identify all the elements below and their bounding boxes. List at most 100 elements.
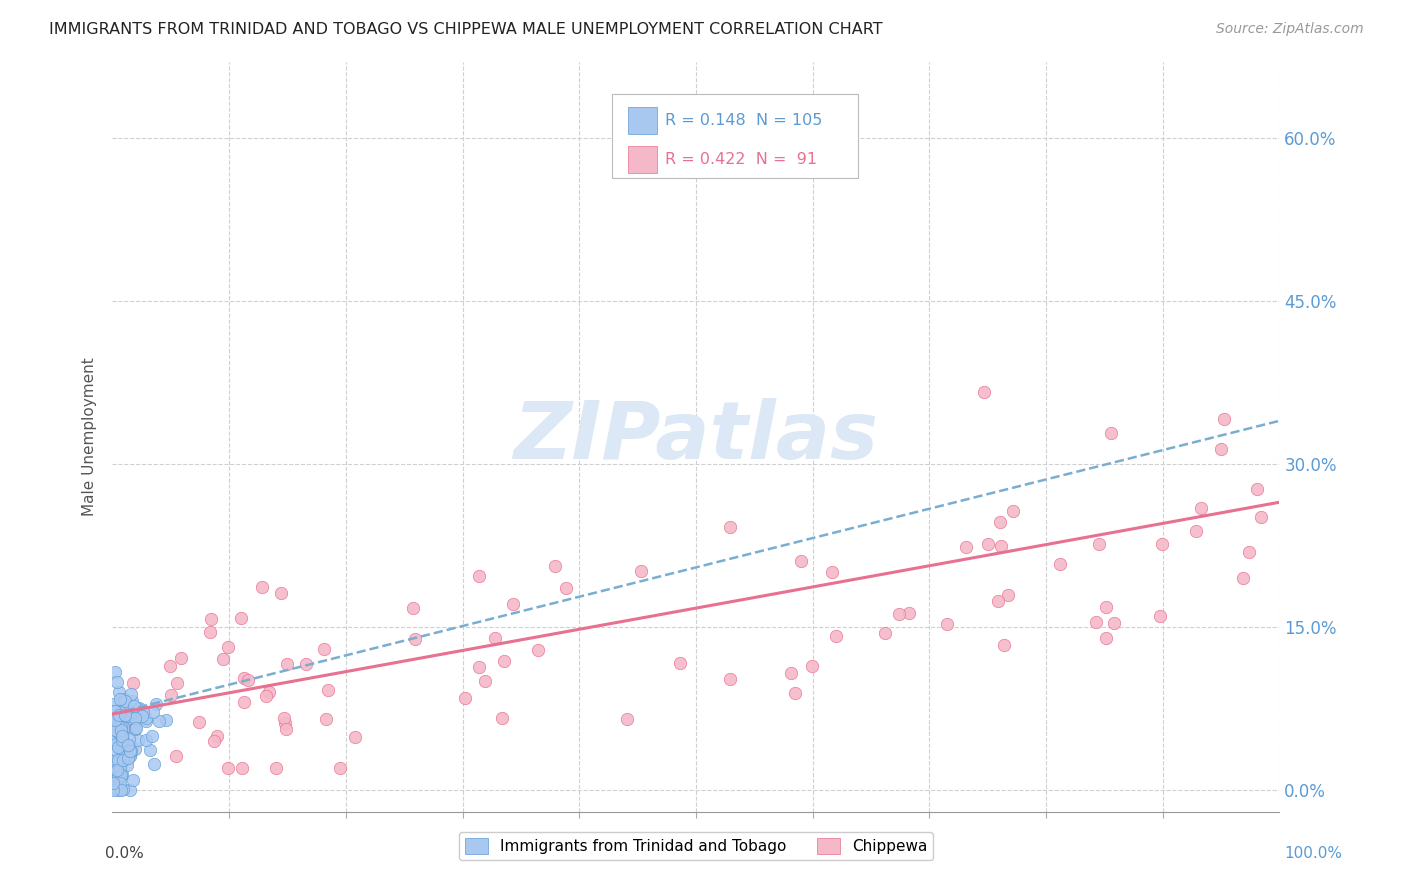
Point xyxy=(780,666,803,681)
Point xyxy=(526,643,548,657)
Point xyxy=(114,740,136,755)
Point xyxy=(1246,482,1268,496)
Point xyxy=(229,611,252,625)
Point xyxy=(993,638,1015,652)
Point xyxy=(889,607,911,621)
Point xyxy=(148,714,170,728)
Point xyxy=(111,781,134,796)
Point xyxy=(139,743,162,757)
Point xyxy=(111,722,134,736)
Point xyxy=(616,712,638,726)
Point xyxy=(114,694,136,708)
Point xyxy=(1085,615,1108,630)
Point xyxy=(118,742,141,756)
Point xyxy=(315,712,337,726)
Point xyxy=(122,773,145,788)
Point xyxy=(187,715,209,730)
Point xyxy=(257,685,280,699)
Point xyxy=(468,660,491,674)
Point xyxy=(491,711,513,725)
Point xyxy=(105,723,128,737)
Point xyxy=(111,704,134,718)
Point xyxy=(110,728,132,742)
Point xyxy=(1095,600,1118,615)
Point xyxy=(276,657,298,672)
Point xyxy=(329,761,352,775)
Point xyxy=(117,741,139,756)
Point xyxy=(274,715,297,730)
Point xyxy=(502,597,524,611)
Point xyxy=(103,774,125,789)
Point xyxy=(484,632,506,646)
Point xyxy=(1237,545,1260,559)
Point xyxy=(404,632,426,647)
Point xyxy=(824,629,846,643)
Point xyxy=(110,783,132,797)
Point xyxy=(108,763,131,777)
Point xyxy=(160,689,183,703)
Point xyxy=(669,657,692,671)
Point xyxy=(103,765,125,780)
Point xyxy=(111,739,134,754)
Text: IMMIGRANTS FROM TRINIDAD AND TOBAGO VS CHIPPEWA MALE UNEMPLOYMENT CORRELATION CH: IMMIGRANTS FROM TRINIDAD AND TOBAGO VS C… xyxy=(49,22,883,37)
Point xyxy=(105,674,128,689)
Point xyxy=(101,783,124,797)
Point xyxy=(1099,425,1122,440)
Point xyxy=(108,770,131,784)
Point xyxy=(1189,501,1212,516)
Point xyxy=(103,776,125,790)
Point xyxy=(1213,412,1236,426)
Point xyxy=(997,588,1019,602)
Point xyxy=(105,724,128,739)
Point xyxy=(110,741,132,756)
Point xyxy=(124,722,146,736)
Point xyxy=(821,566,844,580)
Point xyxy=(165,749,187,764)
Point xyxy=(202,734,225,748)
Point xyxy=(494,654,516,668)
Point xyxy=(112,753,135,767)
Point xyxy=(103,729,125,743)
Point xyxy=(108,765,131,780)
Point xyxy=(104,665,127,679)
Point xyxy=(217,761,239,775)
Point xyxy=(990,539,1012,553)
Point xyxy=(110,765,132,780)
Point xyxy=(105,744,128,758)
Legend: Immigrants from Trinidad and Tobago, Chippewa: Immigrants from Trinidad and Tobago, Chi… xyxy=(458,832,934,860)
Text: 100.0%: 100.0% xyxy=(1285,846,1343,861)
Point xyxy=(117,709,139,723)
Point xyxy=(801,659,824,673)
Point xyxy=(1232,571,1254,585)
Point xyxy=(233,695,256,709)
Point xyxy=(977,537,1000,551)
Point xyxy=(104,723,127,738)
Point xyxy=(107,770,129,784)
Point xyxy=(125,722,148,736)
Point xyxy=(110,692,132,706)
Point xyxy=(132,705,155,719)
Point xyxy=(107,783,129,797)
Point xyxy=(198,625,221,640)
Point xyxy=(110,760,132,774)
Point xyxy=(112,722,135,736)
Point xyxy=(135,732,157,747)
Point xyxy=(104,737,127,751)
Point xyxy=(110,729,132,743)
Point xyxy=(110,752,132,766)
Point xyxy=(124,721,146,735)
Point xyxy=(107,753,129,767)
Point xyxy=(783,686,806,700)
Point xyxy=(159,658,181,673)
Point xyxy=(1250,510,1272,524)
Point xyxy=(107,710,129,724)
Text: Source: ZipAtlas.com: Source: ZipAtlas.com xyxy=(1216,22,1364,37)
Point xyxy=(110,768,132,782)
Point xyxy=(200,612,222,626)
Point xyxy=(266,761,288,775)
Point xyxy=(124,741,146,756)
Point xyxy=(111,732,134,747)
Point xyxy=(110,723,132,737)
Point xyxy=(401,600,423,615)
Point xyxy=(107,708,129,723)
